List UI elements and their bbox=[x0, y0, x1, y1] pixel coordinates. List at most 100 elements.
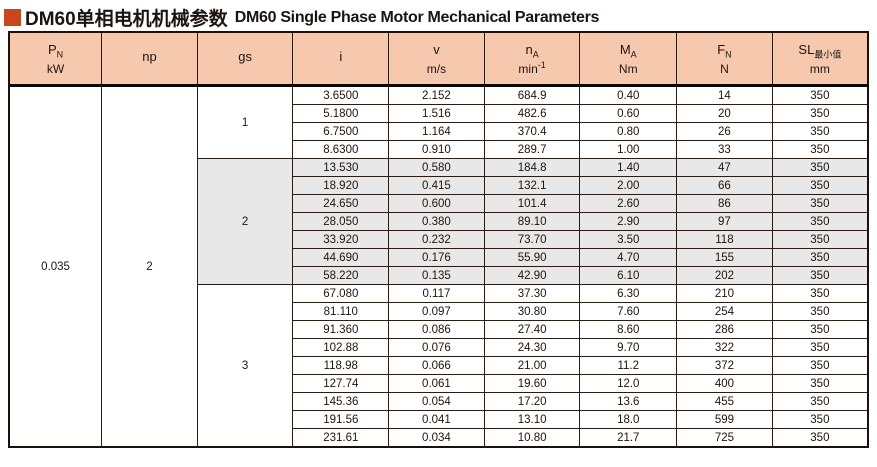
cell-ma: 3.50 bbox=[579, 230, 678, 249]
cell-np: 2 bbox=[101, 85, 198, 448]
col-header-gs: gs bbox=[196, 31, 294, 87]
page-title-zh: DM60单相电机机械参数 bbox=[25, 9, 228, 30]
col-header-i: i bbox=[292, 31, 390, 87]
cell-ma: 7.60 bbox=[579, 302, 678, 321]
cell-na: 370.4 bbox=[483, 122, 581, 141]
cell-fn: 322 bbox=[676, 338, 773, 357]
cell-fn: 20 bbox=[676, 104, 773, 123]
cell-sl: 350 bbox=[771, 248, 869, 267]
cell-na: 27.40 bbox=[483, 320, 581, 339]
cell-sl: 350 bbox=[771, 356, 869, 375]
cell-v: 0.117 bbox=[388, 284, 485, 303]
cell-ma: 6.10 bbox=[579, 266, 678, 285]
cell-fn: 254 bbox=[676, 302, 773, 321]
cell-fn: 14 bbox=[676, 85, 773, 105]
col-header-na: nA min-1 bbox=[483, 31, 581, 87]
col-header-np: np bbox=[101, 31, 198, 87]
cell-i: 3.6500 bbox=[292, 85, 390, 105]
cell-v: 0.135 bbox=[388, 266, 485, 285]
cell-na: 21.00 bbox=[483, 356, 581, 375]
cell-v: 0.232 bbox=[388, 230, 485, 249]
cell-na: 17.20 bbox=[483, 392, 581, 411]
cell-sl: 350 bbox=[771, 266, 869, 285]
cell-i: 231.61 bbox=[292, 428, 390, 448]
cell-i: 5.1800 bbox=[292, 104, 390, 123]
page-title-en: DM60 Single Phase Motor Mechanical Param… bbox=[234, 8, 600, 26]
cell-fn: 26 bbox=[676, 122, 773, 141]
cell-i: 145.36 bbox=[292, 392, 390, 411]
cell-na: 289.7 bbox=[483, 140, 581, 159]
cell-v: 0.097 bbox=[388, 302, 485, 321]
cell-fn: 210 bbox=[676, 284, 773, 303]
cell-ma: 12.0 bbox=[579, 374, 678, 393]
cell-na: 684.9 bbox=[483, 85, 581, 105]
table-row: 58.220 0.135 42.90 6.10 202 350 bbox=[9, 266, 869, 285]
cell-v: 2.152 bbox=[388, 85, 485, 105]
cell-ma: 0.60 bbox=[579, 104, 678, 123]
col-header-sl: SL最小值 mm bbox=[771, 31, 869, 87]
cell-fn: 455 bbox=[676, 392, 773, 411]
cell-i: 6.7500 bbox=[292, 122, 390, 141]
col-header-v: v m/s bbox=[388, 31, 485, 87]
cell-v: 0.600 bbox=[388, 194, 485, 213]
cell-sl: 350 bbox=[771, 410, 869, 429]
cell-na: 37.30 bbox=[483, 284, 581, 303]
cell-v: 0.415 bbox=[388, 176, 485, 195]
cell-fn: 47 bbox=[676, 158, 773, 177]
cell-na: 30.80 bbox=[483, 302, 581, 321]
cell-sl: 350 bbox=[771, 104, 869, 123]
table-row: 145.36 0.054 17.20 13.6 455 350 bbox=[9, 392, 869, 411]
cell-ma: 1.00 bbox=[579, 140, 678, 159]
table-header-row: PN kW np gs i v m/s nA min-1 MA Nm FN N SL最小值… bbox=[8, 31, 869, 87]
cell-sl: 350 bbox=[771, 176, 869, 195]
cell-v: 0.910 bbox=[388, 140, 485, 159]
cell-ma: 21.7 bbox=[579, 428, 678, 448]
cell-gs: 2 bbox=[196, 158, 294, 285]
cell-na: 55.90 bbox=[483, 248, 581, 267]
cell-fn: 725 bbox=[676, 428, 773, 448]
col-header-pn: PN kW bbox=[8, 31, 103, 87]
table-row: 0.035 2 1 3.6500 2.152 684.9 0.40 14 350 bbox=[8, 85, 869, 448]
cell-fn: 372 bbox=[676, 356, 773, 375]
cell-ma: 6.30 bbox=[579, 284, 678, 303]
table-row: 24.650 0.600 101.4 2.60 86 350 bbox=[9, 194, 869, 213]
cell-i: 102.88 bbox=[292, 338, 390, 357]
cell-i: 81.110 bbox=[292, 302, 390, 321]
table-row: 118.98 0.066 21.00 11.2 372 350 bbox=[9, 356, 869, 375]
cell-v: 1.164 bbox=[388, 122, 485, 141]
table-row: 5.1800 1.516 482.6 0.60 20 350 bbox=[9, 104, 869, 123]
table-row: 91.360 0.086 27.40 8.60 286 350 bbox=[9, 320, 869, 339]
cell-v: 0.066 bbox=[388, 356, 485, 375]
cell-fn: 202 bbox=[676, 266, 773, 285]
table-row: 2 13.530 0.580 184.8 1.40 47 350 bbox=[9, 158, 869, 285]
cell-sl: 350 bbox=[771, 428, 869, 448]
table-row: 127.74 0.061 19.60 12.0 400 350 bbox=[9, 374, 869, 393]
cell-sl: 350 bbox=[771, 140, 869, 159]
cell-ma: 4.70 bbox=[579, 248, 678, 267]
cell-v: 0.076 bbox=[388, 338, 485, 357]
cell-na: 24.30 bbox=[483, 338, 581, 357]
cell-sl: 350 bbox=[771, 284, 869, 303]
cell-gs: 1 bbox=[196, 85, 294, 159]
table-row: 102.88 0.076 24.30 9.70 322 350 bbox=[9, 338, 869, 357]
motor-parameters-table: PN kW np gs i v m/s nA min-1 MA Nm FN N SL最小值… bbox=[8, 31, 869, 448]
cell-ma: 0.80 bbox=[579, 122, 678, 141]
table-row: 44.690 0.176 55.90 4.70 155 350 bbox=[9, 248, 869, 267]
col-header-fn: FN N bbox=[676, 31, 773, 87]
cell-gs: 3 bbox=[196, 284, 294, 448]
cell-ma: 9.70 bbox=[579, 338, 678, 357]
cell-i: 33.920 bbox=[292, 230, 390, 249]
cell-fn: 97 bbox=[676, 212, 773, 231]
table-body: 0.035 2 1 3.6500 2.152 684.9 0.40 14 350 5.1800 1.… bbox=[8, 85, 869, 448]
cell-pn: 0.035 bbox=[8, 85, 103, 448]
cell-sl: 350 bbox=[771, 158, 869, 177]
cell-v: 0.086 bbox=[388, 320, 485, 339]
table-row: 18.920 0.415 132.1 2.00 66 350 bbox=[9, 176, 869, 195]
cell-na: 184.8 bbox=[483, 158, 581, 177]
cell-na: 132.1 bbox=[483, 176, 581, 195]
cell-na: 42.90 bbox=[483, 266, 581, 285]
cell-fn: 400 bbox=[676, 374, 773, 393]
cell-na: 89.10 bbox=[483, 212, 581, 231]
cell-na: 19.60 bbox=[483, 374, 581, 393]
cell-fn: 599 bbox=[676, 410, 773, 429]
